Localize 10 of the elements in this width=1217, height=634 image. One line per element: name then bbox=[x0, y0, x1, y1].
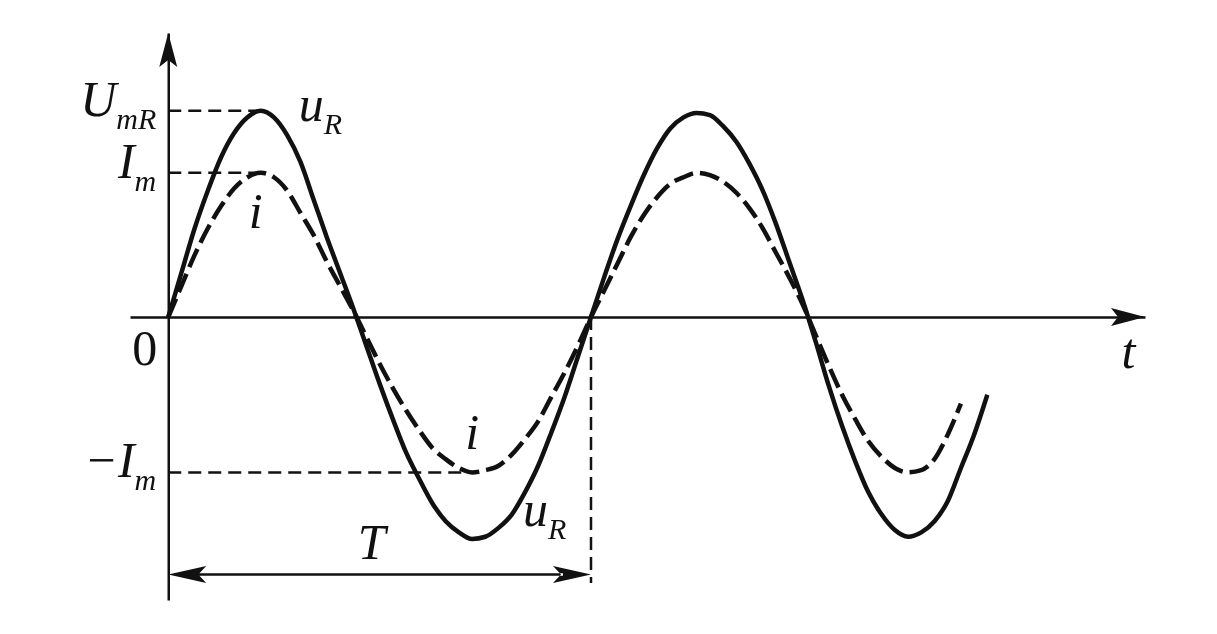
series-label: u$_{R}$ bbox=[523, 480, 567, 545]
ref-line-label: I$_{m}$ bbox=[116, 132, 157, 197]
text: u$_{R}$ bbox=[298, 75, 343, 140]
ref-line-label: U$_{mR}$ bbox=[80, 70, 157, 135]
ref-line-label: −I$_{m}$ bbox=[84, 432, 157, 497]
text: i bbox=[465, 404, 480, 461]
x-axis-title: t bbox=[1121, 322, 1137, 379]
text: 0 bbox=[132, 320, 158, 377]
series-label: i bbox=[248, 182, 263, 239]
annotation: T bbox=[357, 514, 389, 571]
